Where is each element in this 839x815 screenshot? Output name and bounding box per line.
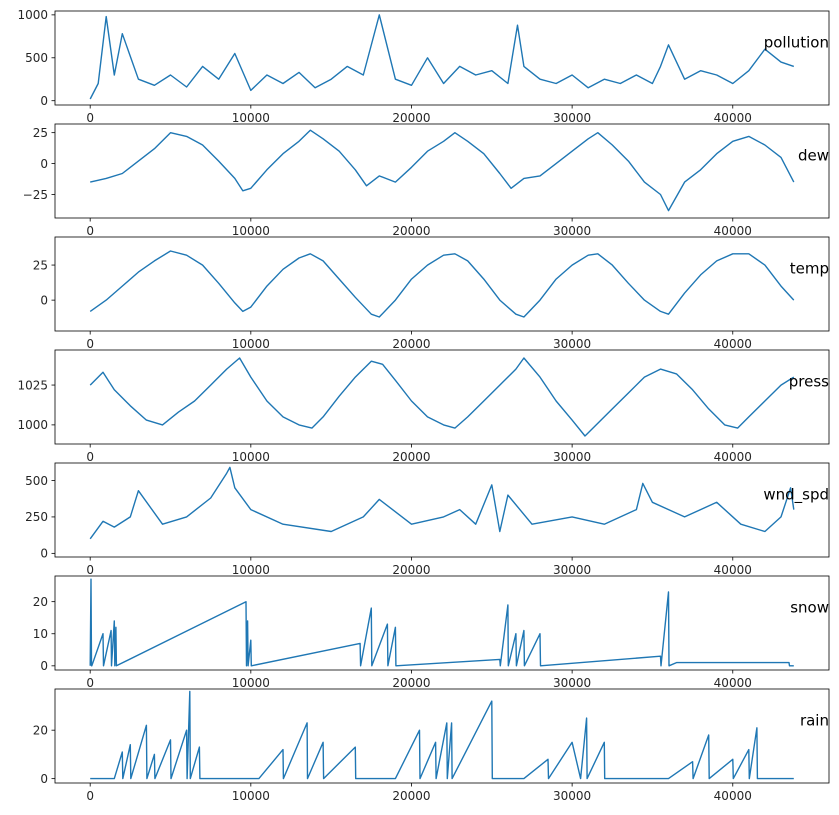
y-tick-label: 0	[40, 772, 48, 786]
x-tick-label: 0	[86, 789, 94, 803]
x-tick-label: 30000	[553, 789, 591, 803]
subplot-temp: 0 10000 20000 30000 40000 0 25 temp	[33, 236, 830, 351]
axes-frame	[54, 349, 830, 445]
x-tick-label: 40000	[714, 337, 752, 351]
panel-title: wnd_spd	[763, 485, 829, 504]
x-tick-label: 30000	[553, 676, 591, 690]
x-tick-label: 10000	[232, 789, 270, 803]
x-tick-label: 30000	[553, 563, 591, 577]
panel-title: rain	[800, 711, 829, 729]
y-tick-label: 500	[25, 51, 48, 65]
y-tick-label: 0	[40, 659, 48, 673]
y-tick-label: 1025	[17, 378, 48, 392]
y-tick-label: 1000	[17, 8, 48, 22]
x-tick-label: 40000	[714, 450, 752, 464]
x-tick-label: 10000	[232, 224, 270, 238]
x-tick-label: 0	[86, 676, 94, 690]
subplot-rain: 0 10000 20000 30000 40000 0 20 rain	[33, 688, 830, 803]
x-tick-label: 20000	[392, 337, 430, 351]
y-tick-label: 20	[33, 595, 48, 609]
x-tick-label: 30000	[553, 224, 591, 238]
panel-title: dew	[798, 146, 829, 164]
subplot-press: 0 10000 20000 30000 40000 1000 1025 press	[17, 349, 830, 464]
x-tick-label: 40000	[714, 789, 752, 803]
series-line-temp	[89, 250, 795, 318]
x-tick-label: 30000	[553, 450, 591, 464]
x-tick-label: 30000	[553, 337, 591, 351]
x-tick-label: 20000	[392, 224, 430, 238]
x-tick-label: 40000	[714, 676, 752, 690]
x-tick-label: 0	[86, 224, 94, 238]
x-tick-label: 0	[86, 111, 94, 125]
axes-frame	[54, 688, 830, 784]
x-tick-label: 30000	[553, 111, 591, 125]
series-line-snow	[89, 578, 794, 667]
x-tick-label: 10000	[232, 450, 270, 464]
x-tick-label: 0	[86, 563, 94, 577]
x-tick-label: 40000	[714, 111, 752, 125]
subplot-dew: 0 10000 20000 30000 40000 −25 0 25 dew	[23, 123, 830, 238]
y-tick-label: 500	[25, 474, 48, 488]
subplot-snow: 0 10000 20000 30000 40000 0 10 20 snow	[33, 575, 830, 690]
y-tick-label: 0	[40, 293, 48, 307]
axes-frame	[54, 123, 830, 219]
y-tick-label: 0	[40, 94, 48, 108]
y-tick-label: −25	[23, 188, 48, 202]
y-tick-label: 0	[40, 157, 48, 171]
subplot-pollution: 0 10000 20000 30000 40000 0 500 1000 pollution	[17, 8, 830, 125]
y-tick-label: 250	[25, 510, 48, 524]
series-line-wnd_spd	[89, 466, 795, 540]
x-tick-label: 10000	[232, 111, 270, 125]
x-tick-label: 40000	[714, 224, 752, 238]
x-tick-label: 10000	[232, 676, 270, 690]
x-tick-label: 20000	[392, 563, 430, 577]
x-tick-label: 20000	[392, 111, 430, 125]
panel-title: temp	[790, 259, 829, 277]
x-tick-label: 20000	[392, 676, 430, 690]
x-tick-label: 40000	[714, 563, 752, 577]
y-tick-label: 20	[33, 723, 48, 737]
x-tick-label: 20000	[392, 789, 430, 803]
series-line-rain	[90, 690, 794, 780]
x-tick-label: 20000	[392, 450, 430, 464]
panel-title: press	[789, 372, 829, 390]
axes-frame	[54, 575, 830, 671]
x-tick-label: 10000	[232, 337, 270, 351]
axes-frame	[54, 462, 830, 558]
series-line-pollution	[89, 14, 795, 100]
axes-frame	[54, 236, 830, 332]
x-tick-label: 0	[86, 337, 94, 351]
axes-frame	[54, 10, 830, 106]
subplot-wnd_spd: 0 10000 20000 30000 40000 0 250 500 wnd_spd	[25, 462, 830, 577]
panel-title: snow	[790, 598, 829, 616]
y-tick-label: 10	[33, 627, 48, 641]
panel-title: pollution	[764, 33, 829, 51]
series-line-press	[89, 357, 795, 437]
y-tick-label: 25	[33, 126, 48, 140]
y-tick-label: 1000	[17, 418, 48, 432]
y-tick-label: 25	[33, 258, 48, 272]
x-tick-label: 10000	[232, 563, 270, 577]
x-tick-label: 0	[86, 450, 94, 464]
y-tick-label: 0	[40, 547, 48, 561]
series-line-dew	[90, 129, 795, 212]
